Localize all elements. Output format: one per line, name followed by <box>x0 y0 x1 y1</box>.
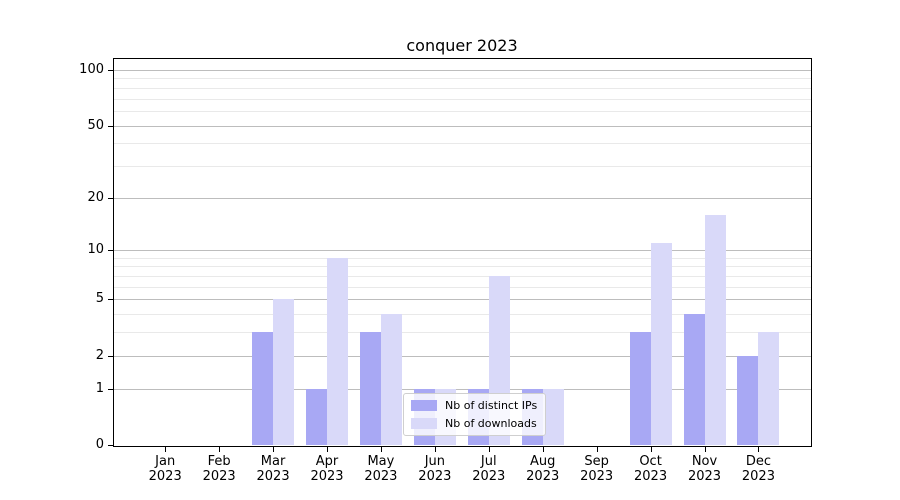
x-tick-mark <box>758 447 760 452</box>
y-tick-label: 100 <box>79 62 104 77</box>
legend-item-distinct-ips: Nb of distinct IPs <box>411 399 537 412</box>
bar-downloads <box>326 257 348 445</box>
plot-area <box>113 58 812 447</box>
x-tick-mark <box>704 447 706 452</box>
x-tick-label: Sep 2023 <box>580 454 614 484</box>
minor-gridline <box>114 143 811 145</box>
major-gridline <box>114 388 811 390</box>
minor-gridline <box>114 257 811 259</box>
bar-downloads <box>542 388 564 445</box>
y-tick-mark <box>108 299 113 301</box>
legend-swatch-distinct-ips <box>411 400 437 411</box>
y-tick-label: 0 <box>95 437 104 452</box>
y-tick-mark <box>108 355 113 357</box>
minor-gridline <box>114 286 811 288</box>
bar-downloads <box>380 314 402 445</box>
y-tick-label: 50 <box>87 117 104 133</box>
x-tick-label: Mar 2023 <box>256 454 290 484</box>
legend: Nb of distinct IPs Nb of downloads <box>403 393 547 436</box>
legend-item-downloads: Nb of downloads <box>411 417 537 430</box>
y-tick-label: 20 <box>87 189 104 205</box>
legend-label-distinct-ips: Nb of distinct IPs <box>445 399 538 412</box>
major-gridline <box>114 125 811 127</box>
bar-distinct-ips <box>629 332 651 445</box>
x-tick-mark <box>326 447 328 452</box>
x-tick-mark <box>542 447 544 452</box>
x-tick-mark <box>165 447 167 452</box>
y-tick-mark <box>108 125 113 127</box>
bar-distinct-ips <box>683 314 705 445</box>
x-tick-mark <box>219 447 221 452</box>
chart-title: conquer 2023 <box>406 36 518 55</box>
x-tick-mark <box>434 447 436 452</box>
x-tick-label: Oct 2023 <box>634 454 668 484</box>
y-tick-mark <box>108 388 113 390</box>
x-tick-label: Jan 2023 <box>148 454 182 484</box>
bar-distinct-ips <box>359 332 381 445</box>
y-tick-mark <box>108 445 113 446</box>
major-gridline <box>114 197 811 199</box>
x-tick-mark <box>380 447 382 452</box>
minor-gridline <box>114 87 811 89</box>
minor-gridline <box>114 165 811 167</box>
minor-gridline <box>114 266 811 268</box>
y-tick-label: 2 <box>95 347 104 363</box>
y-tick-mark <box>108 250 113 252</box>
bar-downloads <box>650 243 672 445</box>
x-tick-label: Aug 2023 <box>526 454 560 484</box>
legend-swatch-downloads <box>411 418 437 429</box>
y-tick-mark <box>108 70 113 71</box>
bar-downloads <box>273 299 295 445</box>
bar-distinct-ips <box>737 355 759 445</box>
y-tick-label: 5 <box>95 291 104 307</box>
minor-gridline <box>114 98 811 100</box>
minor-gridline <box>114 110 811 112</box>
bar-distinct-ips <box>252 332 274 445</box>
x-tick-mark <box>596 447 598 452</box>
x-tick-label: May 2023 <box>364 454 398 484</box>
minor-gridline <box>114 276 811 278</box>
legend-label-downloads: Nb of downloads <box>445 417 537 430</box>
x-tick-label: Feb 2023 <box>202 454 236 484</box>
minor-gridline <box>114 78 811 80</box>
minor-gridline <box>114 314 811 316</box>
major-gridline <box>114 70 811 71</box>
x-tick-mark <box>488 447 490 452</box>
x-tick-label: Apr 2023 <box>310 454 344 484</box>
y-tick-mark <box>108 197 113 199</box>
major-gridline <box>114 250 811 252</box>
x-tick-mark <box>650 447 652 452</box>
x-tick-label: Jul 2023 <box>472 454 506 484</box>
y-tick-label: 1 <box>95 380 104 396</box>
x-tick-label: Jun 2023 <box>418 454 452 484</box>
bar-downloads <box>758 332 780 445</box>
y-tick-label: 10 <box>87 242 104 258</box>
x-tick-label: Nov 2023 <box>687 454 722 484</box>
minor-gridline <box>114 332 811 334</box>
x-tick-mark <box>273 447 275 452</box>
major-gridline <box>114 299 811 301</box>
x-tick-label: Dec 2023 <box>741 454 775 484</box>
bar-downloads <box>704 214 726 445</box>
bar-distinct-ips <box>305 388 327 445</box>
major-gridline <box>114 355 811 357</box>
